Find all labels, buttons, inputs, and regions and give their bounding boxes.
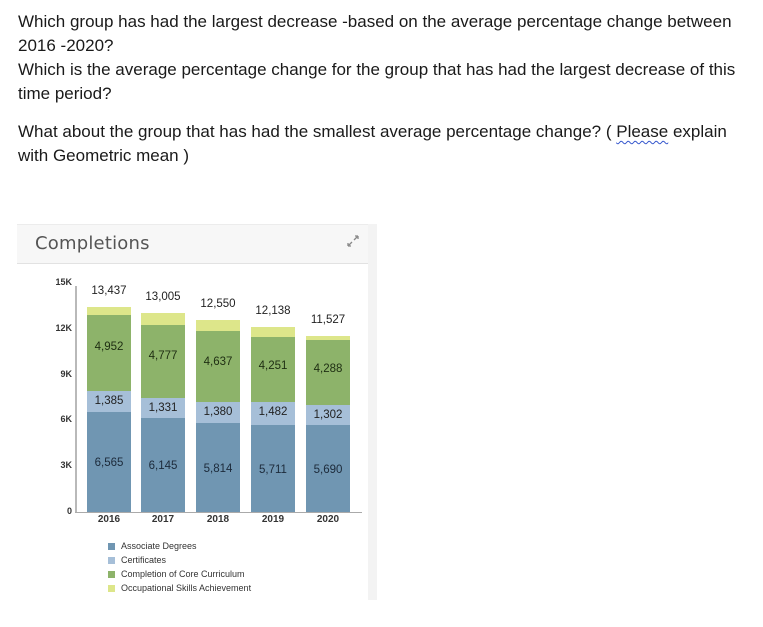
x-axis-line — [75, 512, 362, 513]
spellcheck-word: Please — [616, 122, 669, 141]
expand-arrows-icon[interactable] — [346, 234, 360, 248]
legend-label: Certificates — [121, 555, 167, 565]
x-tick-label: 2016 — [97, 514, 121, 525]
segment-value-label: 1,302 — [313, 409, 343, 422]
bar-segment[interactable] — [87, 306, 131, 316]
segment-value-label: 6,145 — [148, 460, 178, 473]
question-line-2: Which is the average percentage change f… — [18, 60, 736, 103]
legend-swatch-icon — [108, 570, 115, 578]
x-tick-label: 2018 — [206, 514, 230, 525]
bar-segment[interactable] — [251, 337, 295, 403]
bar-segment[interactable] — [251, 326, 295, 338]
segment-value-label: 1,385 — [94, 394, 124, 407]
bar-segment[interactable] — [141, 324, 185, 398]
legend-label: Completion of Core Curriculum — [121, 569, 245, 579]
question-line-3-prefix: What about the group that has had the sm… — [18, 122, 617, 141]
bar-segment[interactable] — [196, 331, 240, 403]
bar-segment[interactable] — [196, 402, 240, 424]
legend-item[interactable]: Associate Degrees — [108, 539, 251, 553]
legend-swatch-icon — [108, 556, 115, 564]
y-tick-label: 6K — [60, 414, 72, 425]
question-text-2: What about the group that has had the sm… — [18, 120, 758, 168]
x-tick-label: 2017 — [151, 514, 175, 525]
question-text-1: Which group has had the largest decrease… — [18, 10, 758, 106]
segment-value-label: 1,380 — [203, 406, 233, 419]
y-tick-label: 9K — [60, 368, 72, 379]
question-line-1: Which group has had the largest decrease… — [18, 12, 732, 55]
y-tick-label: 3K — [60, 460, 72, 471]
segment-value-label: 4,777 — [148, 350, 178, 363]
bar-segment[interactable] — [251, 402, 295, 425]
bar-segment[interactable] — [306, 425, 350, 512]
bar-segment[interactable] — [306, 339, 350, 406]
segment-value-label: 4,952 — [94, 341, 124, 354]
segment-value-label: 4,251 — [258, 360, 288, 372]
bar-segment[interactable] — [306, 336, 350, 340]
bar-segment[interactable] — [196, 320, 240, 332]
segment-value-label: 5,711 — [259, 464, 287, 477]
bar-segment[interactable] — [141, 313, 185, 325]
segment-value-label: 1,331 — [148, 401, 178, 414]
card-header: Completions — [17, 224, 368, 264]
bar-segment[interactable] — [196, 423, 240, 512]
bar-segment[interactable] — [141, 418, 185, 512]
x-tick-label: 2019 — [261, 514, 285, 525]
y-tick-label: 12K — [55, 322, 72, 333]
bar-segment[interactable] — [87, 315, 131, 391]
segment-value-label: 6,565 — [94, 456, 124, 469]
legend-swatch-icon — [108, 542, 115, 550]
segment-value-label: 5,814 — [203, 463, 233, 476]
segment-value-label: 4,637 — [203, 356, 233, 369]
total-value-label: 13,005 — [145, 291, 181, 304]
segment-value-label: 5,690 — [313, 464, 343, 477]
legend-swatch-icon — [108, 584, 115, 592]
total-value-label: 11,527 — [310, 314, 346, 327]
y-tick-label: 0 — [66, 506, 72, 516]
bar-segment[interactable] — [251, 424, 295, 512]
y-tick-label: 15K — [55, 277, 72, 287]
y-axis-line — [75, 286, 77, 513]
bar-segment[interactable] — [87, 411, 131, 512]
legend-label: Occupational Skills Achievement — [121, 583, 252, 593]
card-title: Completions — [35, 233, 150, 254]
x-tick-label: 2020 — [316, 514, 340, 525]
bar-segment[interactable] — [141, 397, 185, 419]
legend-item[interactable]: Completion of Core Curriculum — [108, 567, 251, 581]
legend-item[interactable]: Occupational Skills Achievement — [108, 581, 251, 595]
total-value-label: 13,437 — [91, 284, 127, 297]
total-value-label: 12,138 — [255, 304, 291, 317]
legend-item[interactable]: Certificates — [108, 553, 251, 567]
total-value-label: 12,550 — [200, 298, 236, 311]
legend-label: Associate Degrees — [121, 541, 197, 551]
bar-segment[interactable] — [87, 390, 131, 412]
bar-segment[interactable] — [306, 405, 350, 426]
segment-value-label: 1,482 — [258, 406, 288, 419]
segment-value-label: 4,288 — [313, 362, 343, 375]
question-line-3-suffix: explain with Geometric mean ) — [18, 122, 727, 165]
chart-legend: Associate Degrees Certificates Completion … — [108, 539, 251, 595]
